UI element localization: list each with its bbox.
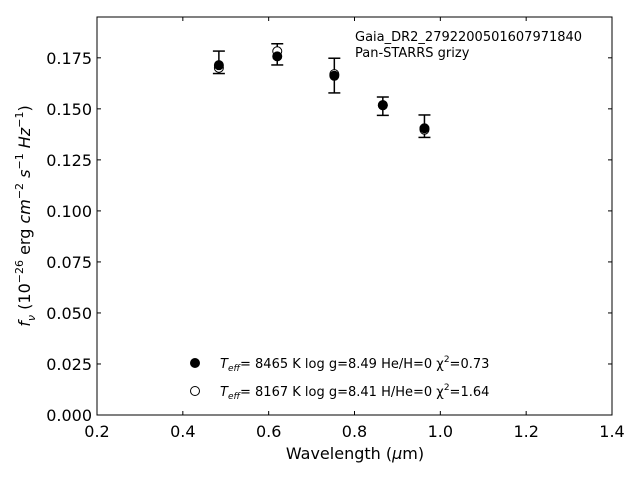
plot-area (96, 16, 613, 416)
y-tick-label: 0.125 (46, 151, 92, 170)
y-tick-label: 0.075 (46, 253, 92, 272)
model-point-filled (377, 100, 388, 111)
y-axis-label: fν (10−26 erg cm−2 s−1 Hz−1) (13, 105, 38, 326)
x-tick-label: 0.2 (84, 422, 109, 441)
y-tick-label: 0.025 (46, 355, 92, 374)
y-axis-ticks: 0.000 0.025 0.050 0.075 0.100 0.125 0.150 0.175 (46, 49, 612, 425)
x-tick-label: 1.4 (599, 422, 624, 441)
x-tick-label: 0.4 (170, 422, 195, 441)
legend: Teff= 8465 K log g=8.49 He/H=0 χ2=0.73 T… (190, 355, 489, 402)
x-tick-label: 0.6 (256, 422, 281, 441)
x-axis-label-prefix: Wavelength ( (286, 444, 392, 463)
legend-marker-filled (190, 358, 200, 368)
x-tick-label: 1.0 (428, 422, 453, 441)
y-tick-label: 0.050 (46, 304, 92, 323)
legend-label-1: Teff= 8465 K log g=8.49 He/H=0 χ2=0.73 (220, 355, 489, 374)
model-point-filled (213, 60, 224, 71)
y-tick-label: 0.100 (46, 202, 92, 221)
annotation-line-2: Pan-STARRS grizy (355, 46, 470, 61)
data-markers (213, 46, 430, 135)
legend-marker-open (190, 386, 200, 396)
x-axis-label: Wavelength (μm) (286, 444, 424, 463)
x-tick-label: 1.2 (513, 422, 538, 441)
model-point-filled (419, 123, 430, 134)
annotation-line-1: Gaia_DR2_2792200501607971840 (355, 30, 582, 45)
y-tick-label: 0.000 (46, 406, 92, 425)
model-point-filled (329, 70, 340, 81)
x-tick-label: 0.8 (342, 422, 367, 441)
x-axis-label-suffix: m) (402, 444, 424, 463)
legend-label-2: Teff= 8167 K log g=8.41 H/He=0 χ2=1.64 (220, 383, 489, 402)
model-point-filled (272, 51, 283, 62)
x-axis-ticks: 0.2 0.4 0.6 0.8 1.0 1.2 1.4 (84, 17, 625, 441)
y-tick-label: 0.175 (46, 49, 92, 68)
y-tick-label: 0.150 (46, 100, 92, 119)
x-axis-label-mu: μ (391, 444, 402, 463)
